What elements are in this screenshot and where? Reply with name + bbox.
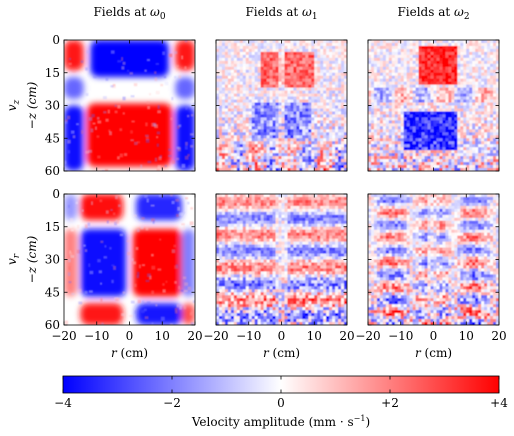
xtick-label-c0-0: −20 <box>51 329 76 343</box>
field-lobe-7 <box>80 303 123 325</box>
panel-r1-c0-field <box>64 194 195 325</box>
ytick-label-r0-2: 30 <box>45 99 60 113</box>
xtick-label-c2-0: −20 <box>355 329 380 343</box>
ytick-label-r1-0: 0 <box>52 187 60 201</box>
xlabel-col1: r (cm) <box>263 346 300 360</box>
svg-text:−z (cm): −z (cm) <box>25 81 39 129</box>
heatmap-panels <box>64 40 499 325</box>
colorbar-tick-label-0: −4 <box>54 396 72 410</box>
ytick-label-r0-3: 45 <box>45 131 60 145</box>
colorbar-ticks: −4 −2 0 +2 +4 <box>54 376 508 410</box>
ytick-label-r0-0: 0 <box>52 33 60 47</box>
panel-r0-c1-field <box>216 40 347 171</box>
svg-text:vz: vz <box>5 99 22 111</box>
field-lobe-2 <box>64 194 78 221</box>
field-lobe-3 <box>64 77 84 99</box>
field-lobe-4 <box>175 77 195 99</box>
ytick-label-r1-1: 15 <box>45 220 60 234</box>
colorbar-tick-label-1: −2 <box>163 396 181 410</box>
column-title-omega2: Fields at ω2 <box>397 5 469 22</box>
ytick-label-r1-3: 45 <box>45 285 60 299</box>
field-lobe-1 <box>136 194 182 221</box>
xtick-label-c1-4: 20 <box>339 329 354 343</box>
ytick-label-r1-2: 30 <box>45 253 60 267</box>
xtick-label-c1-3: 10 <box>307 329 322 343</box>
row-axis-label-bottom: −z (cm) <box>25 235 39 283</box>
ytick-label-r1-4: 60 <box>45 318 60 332</box>
xlabel-col2: r (cm) <box>415 346 452 360</box>
field-lobe-0 <box>64 40 84 71</box>
ytick-label-r0-4: 60 <box>45 164 60 178</box>
panel-r1-c1-field <box>216 194 347 325</box>
column-title-omega0: Fields at ω0 <box>93 5 165 22</box>
field-lobe-7 <box>175 105 195 171</box>
xtick-label-c0-3: 10 <box>155 329 170 343</box>
xtick-label-c2-1: −10 <box>388 329 413 343</box>
xlabel-col0: r (cm) <box>111 346 148 360</box>
svg-text:−z (cm): −z (cm) <box>25 235 39 283</box>
row-label-vr: vr <box>5 253 22 265</box>
panel-r0-c2-field <box>368 40 499 171</box>
colorbar-tick-label-4: +4 <box>490 396 508 410</box>
ytick-label-r0-1: 15 <box>45 66 60 80</box>
xtick-label-c0-4: 20 <box>187 329 202 343</box>
colorbar-tick-label-2: 0 <box>277 396 285 410</box>
colorbar-tick-label-3: +2 <box>381 396 399 410</box>
xtick-label-c2-2: 0 <box>430 329 438 343</box>
xtick-label-c1-2: 0 <box>278 329 286 343</box>
field-lobe-0 <box>80 194 123 221</box>
xtick-label-c1-1: −10 <box>236 329 261 343</box>
xtick-label-c0-1: −10 <box>84 329 109 343</box>
field-lobe-8 <box>136 303 182 325</box>
field-lobe-4 <box>132 228 182 297</box>
field-lobe-3 <box>80 228 127 297</box>
field-lobe-5 <box>64 228 78 297</box>
xtick-label-c0-2: 0 <box>126 329 134 343</box>
field-lobe-2 <box>175 40 195 71</box>
row-axis-label-top: −z (cm) <box>25 81 39 129</box>
xtick-label-c2-4: 20 <box>491 329 506 343</box>
column-title-omega1: Fields at ω1 <box>245 5 317 22</box>
xtick-label-c1-0: −20 <box>203 329 228 343</box>
colorbar-label: Velocity amplitude (mm · s−1) <box>191 414 370 429</box>
field-lobe-1 <box>90 40 169 78</box>
xtick-label-c2-3: 10 <box>459 329 474 343</box>
field-lobe-6 <box>181 228 195 297</box>
panel-r1-c2-field <box>368 194 499 325</box>
row-label-vz: vz <box>5 99 22 111</box>
panel-r0-c0-field <box>64 40 195 171</box>
svg-text:vr: vr <box>5 253 22 265</box>
